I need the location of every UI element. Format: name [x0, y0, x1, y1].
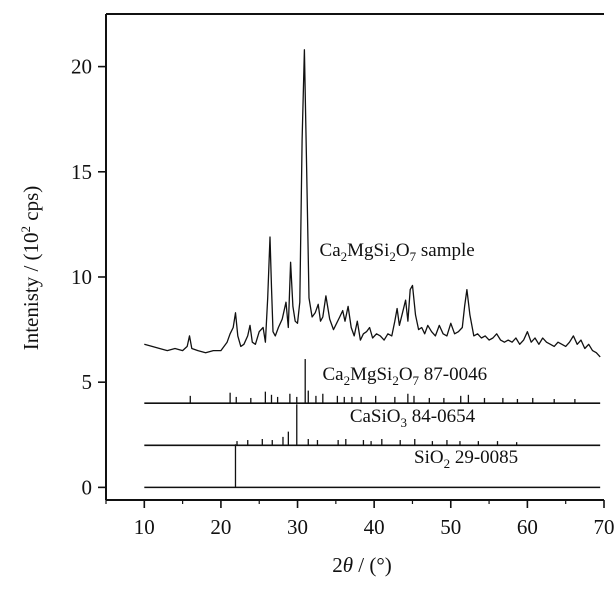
label-text: MgSi — [350, 364, 392, 385]
label-subscript: 2 — [341, 249, 348, 264]
label-subscript: 2 — [344, 373, 351, 388]
x-tick-label: 30 — [287, 515, 308, 539]
x-tick-label: 10 — [134, 515, 155, 539]
label-text: SiO — [414, 447, 444, 468]
y-tick-label: 5 — [82, 370, 93, 394]
x-tick-label: 70 — [594, 515, 615, 539]
label-text: O — [396, 240, 410, 261]
label-text: 29-0085 — [450, 447, 518, 468]
x-tick-label: 40 — [364, 515, 385, 539]
y-axis-label-main: Intenisty / (10 — [19, 232, 43, 350]
x-axis-label: 2θ / (°) — [332, 553, 392, 577]
x-tick-label: 20 — [210, 515, 231, 539]
label-subscript: 3 — [401, 415, 408, 430]
y-tick-label: 20 — [71, 55, 92, 79]
series-label: SiO2 29-0085 — [414, 447, 518, 471]
plot-area — [144, 49, 601, 489]
y-axis-label-tail: cps) — [19, 186, 43, 226]
axes: 10 20 30 40 50 60 70 0 5 10 15 20 — [71, 13, 615, 539]
y-tick-label: 10 — [71, 265, 92, 289]
label-text: 84-0654 — [407, 406, 476, 427]
y-tick-label: 15 — [71, 160, 92, 184]
label-subscript: 7 — [413, 373, 420, 388]
y-tick-label: 0 — [82, 475, 93, 499]
x-tick-label: 50 — [440, 515, 461, 539]
x-axis-label-theta: θ — [343, 553, 353, 577]
series-label: CaSiO3 84-0654 — [350, 406, 476, 430]
series-label: Ca2MgSi2O7 sample — [320, 240, 475, 264]
y-axis-label-superscript: 2 — [18, 226, 33, 233]
label-text: CaSiO — [350, 406, 401, 427]
y-axis-label: Intenisty / (102 cps) — [18, 186, 43, 351]
label-subscript: 2 — [392, 373, 399, 388]
label-subscript: 7 — [410, 249, 417, 264]
x-tick-label: 60 — [517, 515, 538, 539]
label-text: Ca — [320, 240, 342, 261]
series-label: Ca2MgSi2O7 87-0046 — [322, 364, 487, 388]
label-text: Ca — [322, 364, 344, 385]
label-text: MgSi — [347, 240, 389, 261]
x-axis-label-main: 2 — [332, 553, 343, 577]
label-text: sample — [416, 240, 475, 261]
label-text: 87-0046 — [419, 364, 487, 385]
label-subscript: 2 — [444, 456, 451, 471]
sample-pattern-line — [144, 49, 601, 358]
label-text: O — [399, 364, 413, 385]
label-subscript: 2 — [389, 249, 396, 264]
x-axis-label-unit: / (°) — [353, 553, 392, 577]
